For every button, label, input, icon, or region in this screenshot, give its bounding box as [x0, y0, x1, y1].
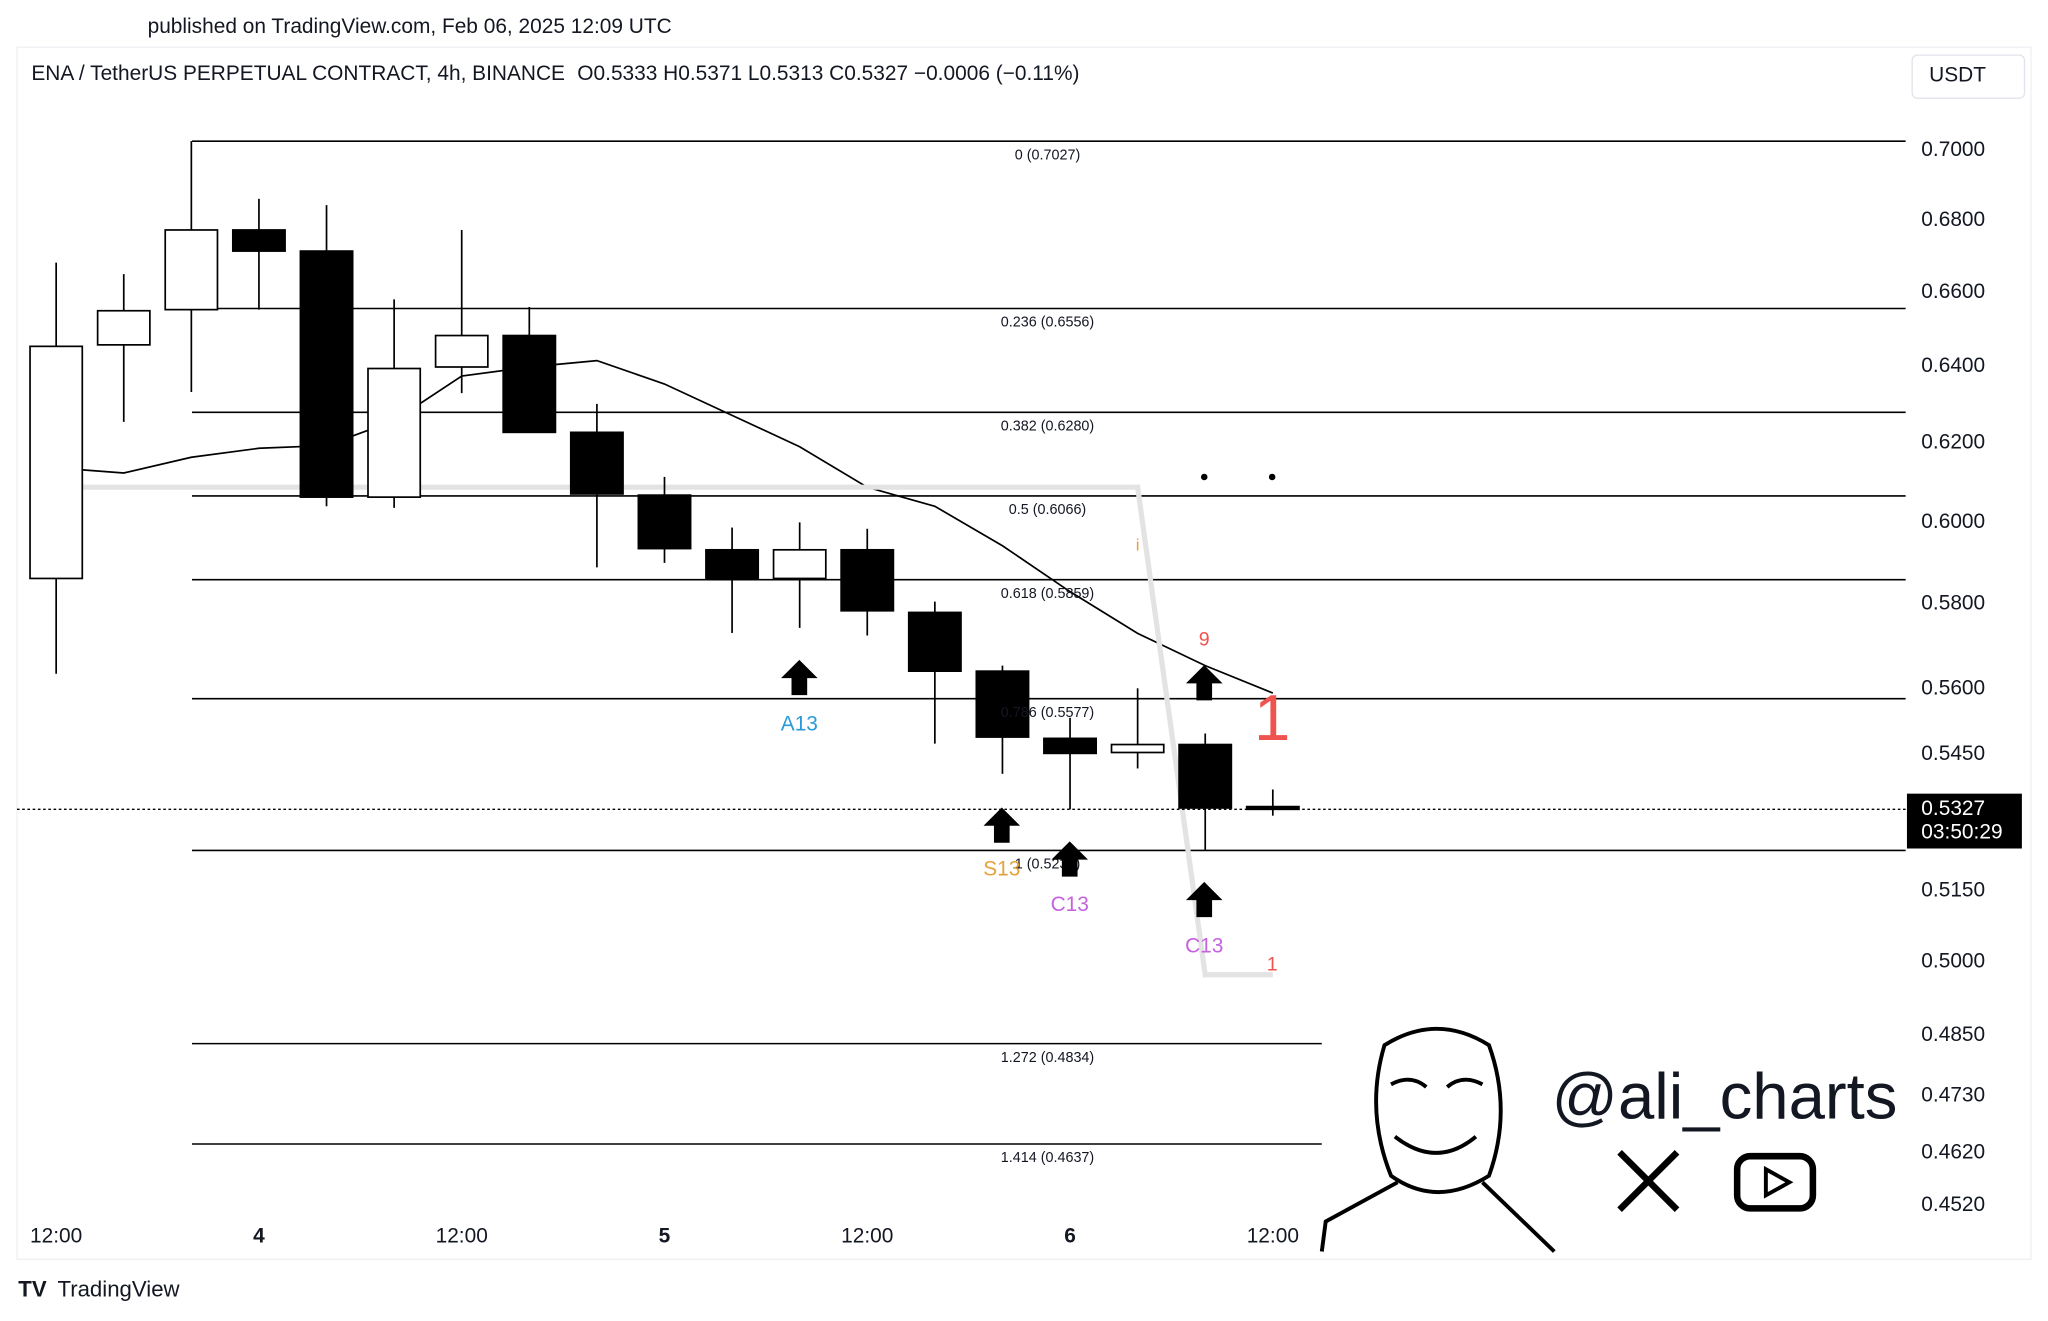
signal-dot: [1268, 473, 1276, 481]
signal-arrow: [983, 807, 1021, 843]
signal-arrow: [1051, 841, 1088, 877]
y-tick-label: 0.5150: [1921, 878, 1985, 901]
signal-label: 1: [1254, 681, 1290, 754]
signal-dot: [1200, 473, 1208, 481]
x-tick-label: 6: [1064, 1225, 1076, 1248]
candle-body: [502, 334, 557, 434]
y-tick-label: 0.7000: [1921, 138, 1985, 161]
social-icons: [1617, 1149, 1817, 1213]
brand-logo: TV: [18, 1277, 47, 1302]
y-tick-label: 0.4730: [1921, 1084, 1985, 1107]
signal-label: A13: [781, 713, 818, 736]
price-badge-countdown: 03:50:29: [1921, 820, 2002, 843]
signal-arrow: [1185, 665, 1223, 701]
y-tick-label: 0.6600: [1921, 280, 1985, 303]
candle-body: [367, 367, 422, 498]
price-badge: [1906, 793, 2022, 849]
y-tick-label: 0.5600: [1921, 676, 1985, 699]
signal-arrow: [781, 659, 818, 696]
y-tick-label: 0.5450: [1921, 742, 1985, 765]
plot-area: [29, 140, 1906, 1145]
candle-body: [1178, 743, 1233, 809]
candle-body: [164, 229, 219, 311]
signal-label: i: [1136, 536, 1140, 555]
y-tick-label: 0.5000: [1921, 950, 1985, 973]
y-tick-label: 0.6800: [1921, 208, 1985, 231]
price-badge-value: 0.5327: [1921, 797, 1985, 820]
x-tick-label: 12:00: [436, 1225, 488, 1248]
candle-body: [1043, 737, 1098, 755]
candle-body: [840, 548, 895, 612]
candle-body: [975, 670, 1030, 738]
watermark-handle: @ali_charts: [1552, 1060, 1898, 1133]
candle-body: [772, 548, 827, 580]
currency-box[interactable]: [1911, 54, 2026, 99]
ohlc-readout: O0.5333 H0.5371 L0.5313 C0.5327 −0.0006 …: [577, 62, 1079, 85]
moving-average: [56, 359, 1274, 694]
signal-label: 9: [1199, 628, 1210, 650]
candle-body: [569, 431, 624, 495]
candle-body: [1110, 743, 1165, 754]
y-tick-label: 0.4520: [1921, 1193, 1985, 1216]
fib-label: 1.414 (0.4637): [1001, 1150, 1094, 1166]
candle-body: [637, 494, 692, 550]
symbol-title: ENA / TetherUS PERPETUAL CONTRACT, 4h, B…: [31, 62, 565, 85]
x-tick-label: 4: [253, 1225, 265, 1248]
candle-body: [299, 250, 354, 498]
signal-label: C13: [1051, 893, 1089, 916]
watermark-face: [1319, 1027, 1556, 1253]
x-tick-label: 12:00: [1247, 1225, 1299, 1248]
fib-label: 0 (0.7027): [1015, 147, 1080, 163]
fib-label: 0.382 (0.6280): [1001, 418, 1094, 434]
y-tick-label: 0.4620: [1921, 1140, 1985, 1163]
y-tick-label: 0.5800: [1921, 592, 1985, 615]
published-note: published on TradingView.com, Feb 06, 20…: [148, 15, 672, 38]
fib-label: 0.236 (0.6556): [1001, 315, 1094, 331]
currency-label[interactable]: USDT: [1929, 64, 1986, 87]
fib-label: 0.5 (0.6066): [1009, 502, 1086, 518]
candle-body: [705, 548, 760, 580]
x-tick-label: 12:00: [30, 1225, 82, 1248]
candle-body: [96, 309, 151, 346]
y-tick-label: 0.6200: [1921, 431, 1985, 454]
fib-label: 1.272 (0.4834): [1001, 1050, 1094, 1066]
brand-name: TradingView: [57, 1277, 180, 1302]
candle-body: [434, 334, 489, 368]
y-tick-label: 0.6000: [1921, 510, 1985, 533]
fib-label: 0.618 (0.5859): [1001, 586, 1094, 602]
x-tick-label: 5: [659, 1225, 671, 1248]
signal-label: C13: [1185, 935, 1223, 958]
signal-label: 1: [1267, 954, 1278, 976]
candle-body: [231, 229, 286, 252]
signal-arrow: [1185, 881, 1223, 918]
candle-body: [907, 611, 962, 673]
y-tick-label: 0.6400: [1921, 354, 1985, 377]
x-tick-label: 12:00: [841, 1225, 893, 1248]
y-tick-label: 0.4850: [1921, 1023, 1985, 1046]
fib-label: 0.786 (0.5577): [1001, 705, 1094, 721]
candle-body: [29, 345, 84, 580]
signal-label: S13: [983, 858, 1020, 881]
chart-frame: [16, 46, 2032, 1261]
